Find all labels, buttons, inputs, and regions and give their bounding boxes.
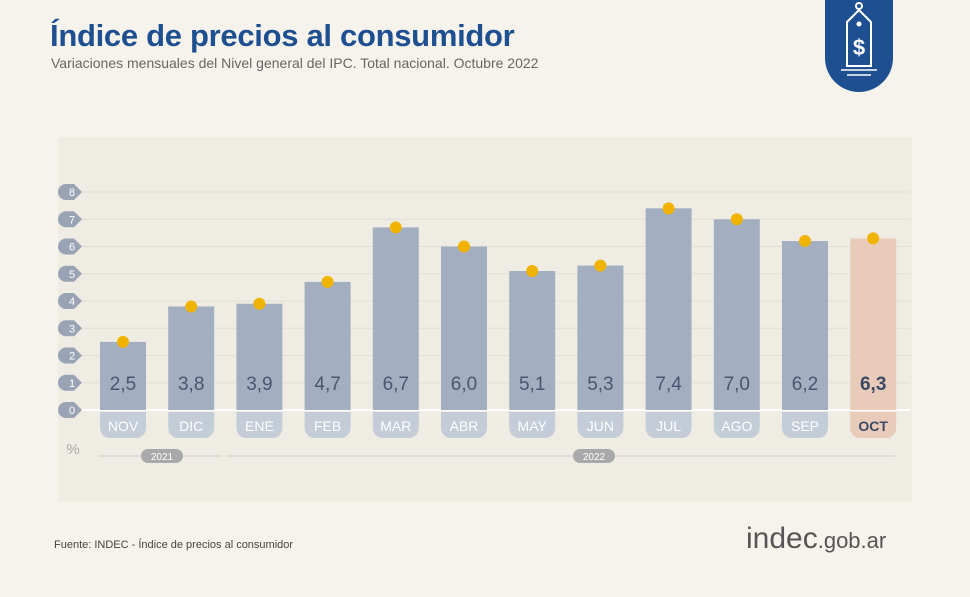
category-pill <box>577 412 624 438</box>
value-dot <box>458 240 470 253</box>
bar <box>372 227 419 410</box>
value-dot <box>662 202 675 215</box>
y-tick-label: 5 <box>69 269 75 281</box>
data-label: 4,7 <box>314 374 340 395</box>
x-tick-label: JUN <box>587 418 614 434</box>
y-tick-marker <box>58 402 82 418</box>
y-tick-label: 6 <box>69 242 75 254</box>
year-label: 2021 <box>151 452 174 463</box>
x-tick-label: MAR <box>380 418 411 434</box>
value-dot <box>117 335 129 348</box>
data-label: 7,4 <box>655 374 682 395</box>
bar <box>782 241 828 410</box>
y-tick-label: 4 <box>69 296 75 308</box>
bar <box>236 303 283 410</box>
data-label: 7,0 <box>724 374 750 395</box>
value-dot <box>321 275 334 288</box>
indec-logo: indec.gob.ar <box>746 522 886 556</box>
category-pill <box>168 412 215 438</box>
source-note: Fuente: INDEC - Índice de precios al con… <box>54 539 294 551</box>
page-subtitle: Variaciones mensuales del Nivel general … <box>51 55 539 71</box>
y-tick-marker <box>58 320 82 337</box>
y-tick-label: 0 <box>69 405 75 417</box>
value-dot <box>389 221 402 234</box>
x-tick-label: ENE <box>245 418 274 434</box>
data-label: 6,3 <box>860 374 886 395</box>
data-label: 6,2 <box>792 374 818 395</box>
logo-domain: .gob.ar <box>817 528 887 553</box>
value-dot <box>867 232 880 245</box>
y-tick-marker <box>58 374 82 391</box>
y-tick-marker <box>58 347 82 364</box>
category-pill <box>782 412 828 438</box>
category-pill <box>713 412 760 438</box>
value-dot <box>185 300 198 313</box>
category-pill <box>645 412 692 438</box>
bar <box>850 238 897 410</box>
value-dot <box>526 265 539 278</box>
category-pill <box>304 412 351 438</box>
data-label: 5,3 <box>587 374 613 395</box>
x-tick-label: FEB <box>314 418 341 434</box>
x-tick-label: SEP <box>791 418 819 434</box>
x-tick-label: NOV <box>108 418 139 434</box>
x-tick-label: OCT <box>858 418 888 434</box>
value-dot <box>253 297 266 310</box>
data-label: 5,1 <box>519 374 545 395</box>
category-pill <box>236 412 283 438</box>
bar <box>100 341 146 410</box>
data-label: 6,7 <box>383 374 409 395</box>
bar <box>441 246 487 410</box>
y-tick-marker <box>58 238 82 255</box>
bar <box>577 265 624 410</box>
category-pill <box>509 412 556 438</box>
x-tick-label: AGO <box>721 418 752 434</box>
y-tick-marker <box>58 265 82 282</box>
data-label: 3,9 <box>246 374 272 395</box>
category-pill <box>441 412 487 438</box>
year-pill <box>141 449 183 463</box>
category-pill <box>850 412 897 438</box>
y-tick-marker <box>58 211 82 228</box>
x-tick-label: DIC <box>179 418 203 434</box>
bar <box>304 281 351 410</box>
year-pill <box>573 449 615 463</box>
y-tick-marker <box>58 293 82 309</box>
data-label: 6,0 <box>451 374 477 395</box>
value-dot <box>799 235 811 248</box>
y-tick-label: 7 <box>69 214 75 226</box>
value-dot <box>594 259 607 272</box>
y-tick-marker <box>58 184 82 200</box>
category-pill <box>372 412 419 438</box>
bar <box>713 219 760 410</box>
y-tick-label: 2 <box>69 351 75 363</box>
svg-text:$: $ <box>853 35 865 60</box>
bar <box>509 271 556 410</box>
bar <box>168 306 215 410</box>
value-dot <box>730 213 743 226</box>
data-label: 2,5 <box>110 374 136 395</box>
logo-main: indec <box>746 522 818 555</box>
x-tick-label: JUL <box>656 418 681 434</box>
bar <box>645 208 692 410</box>
x-tick-label: MAY <box>518 418 548 434</box>
x-tick-label: ABR <box>450 418 479 434</box>
price-tag-dollar-icon: $ <box>825 0 893 92</box>
page-title: Índice de precios al consumidor <box>50 18 515 53</box>
y-tick-label: 3 <box>69 323 75 335</box>
year-label: 2022 <box>583 452 606 463</box>
category-pill <box>100 412 146 438</box>
data-label: 3,8 <box>178 374 204 395</box>
y-tick-label: 8 <box>69 187 75 199</box>
y-axis-unit: % <box>66 441 79 458</box>
y-tick-label: 1 <box>69 378 75 390</box>
